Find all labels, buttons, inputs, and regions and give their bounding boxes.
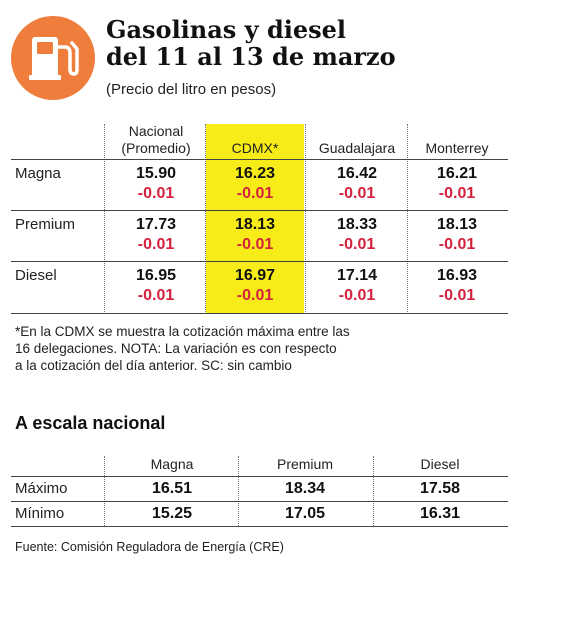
row-divider [11, 313, 508, 314]
fuel-icon-badge [11, 16, 95, 100]
national-value: 17.05 [284, 505, 326, 522]
page-subtitle: (Precio del litro en pesos) [106, 81, 277, 98]
price-cell: 16.21 [436, 165, 478, 182]
change-cell: -0.01 [236, 185, 274, 202]
col-header-monterrey: Monterrey [425, 140, 489, 156]
col-header-guadalajara: Guadalajara [318, 140, 396, 156]
cdmx-highlight [206, 124, 304, 314]
price-cell: 17.73 [135, 216, 177, 233]
price-cell: 15.90 [135, 165, 177, 182]
price-cell: 17.14 [336, 267, 378, 284]
change-cell: -0.01 [438, 236, 476, 253]
col-divider [407, 124, 408, 314]
page-title: Gasolinas y diesel del 11 al 13 de marzo [106, 16, 396, 70]
national-row-label-max: Máximo [15, 480, 68, 497]
col-divider [205, 124, 206, 314]
change-cell: -0.01 [137, 287, 175, 304]
footnote: *En la CDMX se muestra la cotización máx… [15, 324, 350, 373]
col-header-nacional: Nacional (Promedio) [121, 123, 191, 156]
national-value: 16.31 [419, 505, 461, 522]
change-cell: -0.01 [137, 236, 175, 253]
national-value: 18.34 [284, 480, 326, 497]
price-cell: 16.42 [336, 165, 378, 182]
row-divider [11, 526, 508, 527]
change-cell: -0.01 [338, 287, 376, 304]
change-cell: -0.01 [438, 287, 476, 304]
price-cell: 16.95 [135, 267, 177, 284]
change-cell: -0.01 [137, 185, 175, 202]
row-divider [11, 501, 508, 502]
price-cell: 18.13 [234, 216, 276, 233]
source-note: Fuente: Comisión Reguladora de Energía (… [15, 540, 284, 554]
col-divider [305, 124, 306, 314]
col-divider [238, 456, 239, 526]
national-value: 17.58 [419, 480, 461, 497]
change-cell: -0.01 [438, 185, 476, 202]
fuel-pump-icon [29, 37, 79, 80]
national-col-premium: Premium [276, 456, 333, 472]
national-col-diesel: Diesel [420, 456, 460, 472]
title-line-1: Gasolinas y diesel [106, 15, 347, 44]
national-value: 16.51 [151, 480, 193, 497]
col-divider [104, 456, 105, 526]
national-value: 15.25 [151, 505, 193, 522]
price-cell: 18.13 [436, 216, 478, 233]
national-section-title: A escala nacional [15, 413, 166, 433]
row-divider [11, 210, 508, 211]
row-divider [11, 261, 508, 262]
change-cell: -0.01 [338, 185, 376, 202]
row-divider [11, 159, 508, 160]
change-cell: -0.01 [236, 236, 274, 253]
price-cell: 16.97 [234, 267, 276, 284]
col-divider [104, 124, 105, 314]
title-line-2: del 11 al 13 de marzo [106, 42, 396, 71]
change-cell: -0.01 [236, 287, 274, 304]
row-label-diesel: Diesel [15, 267, 57, 284]
price-cell: 18.33 [336, 216, 378, 233]
national-row-label-min: Mínimo [15, 505, 65, 522]
col-header-cdmx: CDMX* [231, 140, 279, 156]
change-cell: -0.01 [338, 236, 376, 253]
col-divider [373, 456, 374, 526]
national-col-magna: Magna [150, 456, 194, 472]
row-divider [11, 476, 508, 477]
row-label-premium: Premium [15, 216, 76, 233]
price-cell: 16.93 [436, 267, 478, 284]
row-label-magna: Magna [15, 165, 61, 182]
price-cell: 16.23 [234, 165, 276, 182]
